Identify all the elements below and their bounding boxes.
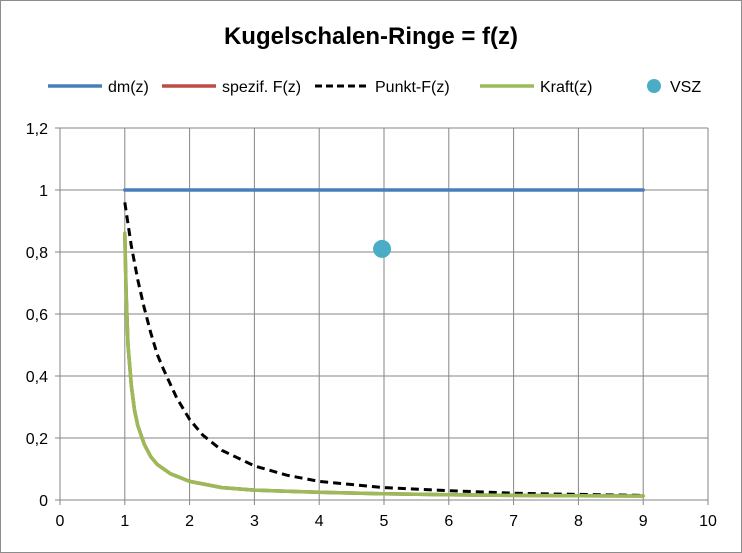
- x-tick-label: 8: [574, 513, 583, 530]
- grid: [60, 127, 709, 500]
- legend-marker-4: [647, 79, 661, 93]
- axes: [55, 127, 709, 505]
- x-tick-label: 1: [120, 513, 129, 530]
- x-tick-label: 7: [509, 513, 518, 530]
- y-tick-label: 0,6: [26, 307, 48, 324]
- y-tick-label: 1,2: [26, 121, 48, 138]
- x-tick-label: 9: [639, 513, 648, 530]
- x-tick-label: 5: [380, 513, 389, 530]
- legend: dm(z) spezif. F(z) Punkt-F(z) Kraft(z) VSZ: [48, 79, 701, 96]
- x-tick-label: 10: [699, 513, 717, 530]
- y-tick-label: 0,2: [26, 431, 48, 448]
- plot-series: [123, 188, 645, 498]
- x-tick-label: 4: [315, 513, 324, 530]
- x-tick-label: 2: [185, 513, 194, 530]
- y-tick-label: 1: [39, 183, 48, 200]
- legend-label-2: Punkt-F(z): [375, 79, 450, 96]
- y-tick-label: 0,8: [26, 245, 48, 262]
- series-2-line: [123, 202, 644, 497]
- y-tick-label: 0: [39, 493, 48, 510]
- chart-title: Kugelschalen-Ringe = f(z): [224, 23, 518, 50]
- x-tick-label: 0: [56, 513, 65, 530]
- x-tick-label: 6: [444, 513, 453, 530]
- legend-label-1: spezif. F(z): [222, 79, 301, 96]
- legend-label-3: Kraft(z): [540, 79, 592, 96]
- legend-label-4: VSZ: [670, 79, 701, 96]
- y-tick-label: 0,4: [26, 369, 48, 386]
- legend-label-0: dm(z): [108, 79, 149, 96]
- x-tick-label: 3: [250, 513, 259, 530]
- series-3-line: [123, 231, 645, 498]
- series-4-point: [373, 239, 392, 258]
- tick-labels: 0 1 2 3 4 5 6 7 8 9 10 0 0,2 0,4 0,6 0,8 1 1,2: [26, 121, 717, 530]
